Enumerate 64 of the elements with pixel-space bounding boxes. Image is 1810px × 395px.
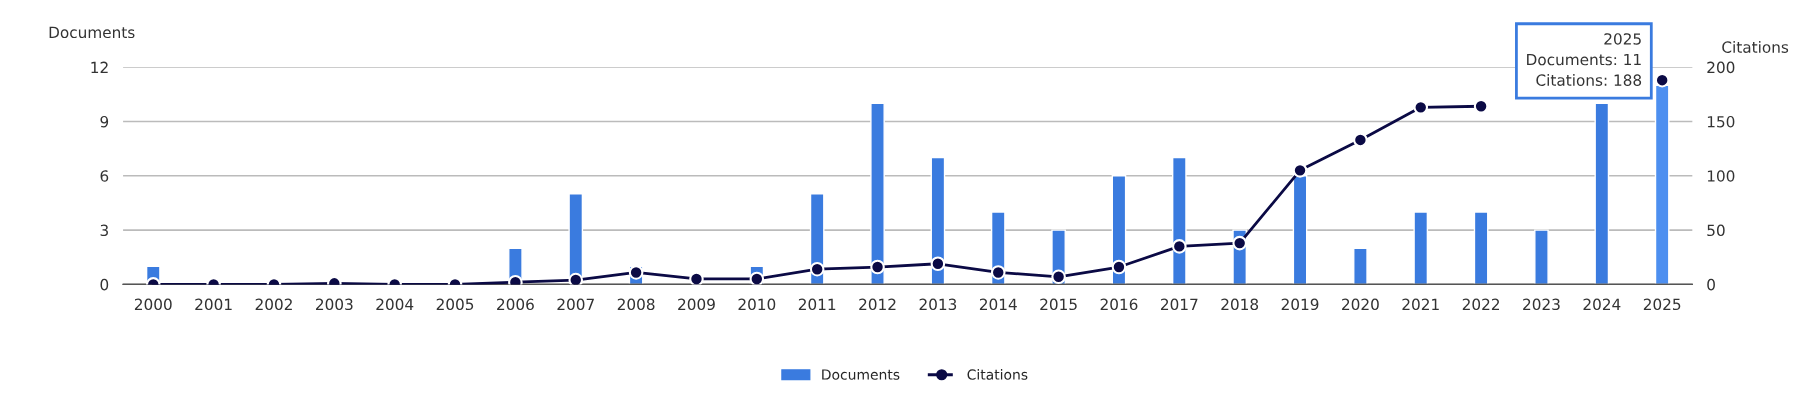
- point: [1111, 259, 1127, 275]
- x-tick-label: 2004: [376, 298, 414, 311]
- x-tick-label: 2019: [1281, 298, 1319, 311]
- point: [870, 259, 885, 275]
- x-tick-label: 2024: [1583, 298, 1621, 311]
- x-tick-label: 2003: [316, 298, 353, 311]
- x-tick-label: 2015: [1040, 298, 1077, 311]
- x-tick-label: 2022: [1462, 298, 1500, 311]
- bar: [1353, 247, 1368, 285]
- x-tick-label: 2013: [919, 298, 957, 311]
- y2-axis-title: Citations: [1722, 41, 1789, 53]
- point: [1051, 269, 1066, 285]
- bar: [870, 102, 885, 285]
- x-tick-label: 2012: [859, 298, 896, 311]
- y2-tick-label: 150: [1707, 115, 1735, 128]
- bar: [1473, 211, 1489, 285]
- point: [1353, 132, 1368, 148]
- legend-label: Citations: [967, 369, 1028, 380]
- point: [1232, 235, 1247, 251]
- y-tick-label: 6: [100, 170, 109, 182]
- x-tick-label: 2005: [436, 298, 474, 311]
- point: [1172, 239, 1187, 254]
- y2-tick-label: 100: [1707, 170, 1735, 182]
- y-tick-label: 12: [91, 61, 108, 73]
- x-tick-label: 2025: [1643, 298, 1681, 311]
- x-tick-label: 2007: [557, 298, 594, 311]
- bar: [1171, 156, 1187, 285]
- point: [1413, 100, 1429, 115]
- x-tick-label: 2000: [134, 298, 172, 311]
- x-tick-label: 2020: [1342, 298, 1379, 311]
- x-tick-label: 2010: [738, 298, 776, 311]
- y2-tick-label: 50: [1707, 224, 1725, 237]
- y-tick-label: 3: [100, 224, 108, 237]
- x-tick-label: 2017: [1161, 298, 1198, 311]
- bar: [1534, 229, 1549, 285]
- point: [749, 271, 765, 285]
- legend-label: Documents: [822, 369, 900, 380]
- x-tick-label: 2018: [1221, 298, 1259, 311]
- point: [809, 261, 825, 277]
- x-tick-label: 2009: [678, 298, 715, 311]
- x-tick-label: 2011: [798, 298, 836, 311]
- bar: [1413, 211, 1429, 285]
- point: [628, 265, 644, 280]
- x-tick-label: 2014: [979, 298, 1017, 311]
- point: [568, 272, 584, 285]
- y-axis-title: Documents: [49, 26, 135, 39]
- point: [689, 271, 704, 285]
- x-tick-label: 2006: [497, 298, 534, 311]
- y-tick-label: 0: [100, 278, 109, 291]
- bar: [1594, 102, 1610, 285]
- x-tick-label: 2008: [617, 298, 655, 311]
- point: [990, 265, 1006, 280]
- annotation: 2025 Documents: 11 Citations: 188: [1527, 33, 1642, 86]
- y2-tick-label: 0: [1707, 278, 1715, 291]
- x-tick-label: 2023: [1523, 298, 1560, 311]
- point: [930, 256, 946, 272]
- y-tick-label: 9: [100, 115, 109, 128]
- y2-tick-label: 200: [1707, 61, 1735, 74]
- x-tick-label: 2002: [255, 298, 292, 311]
- x-tick-label: 2001: [195, 298, 232, 311]
- bar: [930, 156, 946, 285]
- x-tick-label: 2021: [1402, 298, 1439, 311]
- x-tick-label: 2016: [1100, 298, 1138, 311]
- point: [1292, 163, 1308, 178]
